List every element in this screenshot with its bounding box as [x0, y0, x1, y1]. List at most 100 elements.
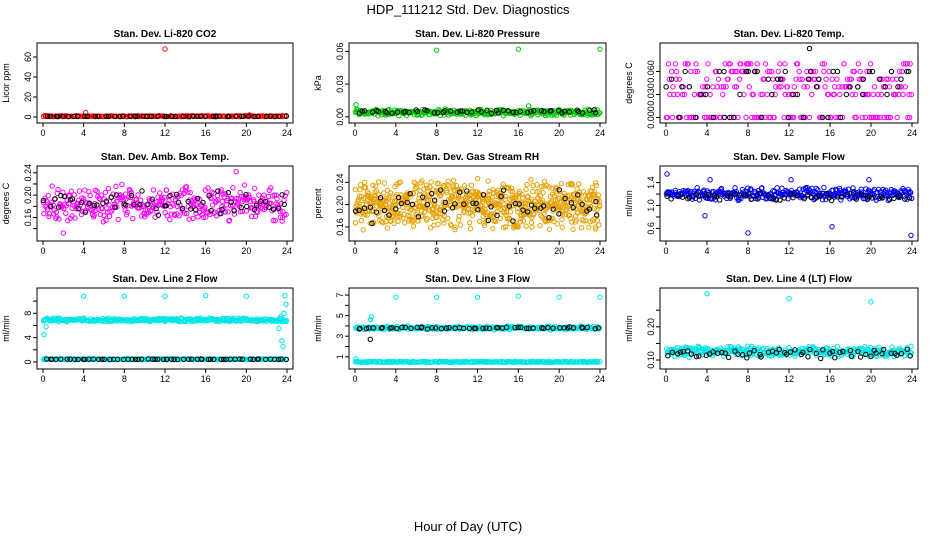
data-point — [243, 208, 250, 214]
x-tick-label: 16 — [201, 128, 211, 138]
hourly-point — [593, 212, 600, 218]
x-tick-label: 12 — [472, 374, 482, 384]
data-point — [450, 177, 457, 184]
data-point — [704, 76, 710, 82]
hourly-point — [820, 347, 826, 353]
hourly-point — [692, 114, 699, 121]
data-point — [485, 178, 491, 184]
hourly-point — [528, 202, 535, 208]
hourly-point — [550, 206, 556, 212]
data-point — [541, 211, 547, 217]
data-point — [597, 46, 603, 52]
hourly-point — [540, 203, 547, 209]
data-point — [457, 222, 464, 228]
data-point — [87, 192, 93, 199]
data-point — [762, 61, 769, 67]
hourly-point — [850, 190, 857, 196]
data-point — [435, 221, 441, 228]
hourly-point — [722, 350, 729, 356]
data-point — [708, 114, 715, 121]
data-point — [850, 185, 856, 191]
hourly-point — [859, 91, 866, 98]
hourly-point — [675, 192, 681, 199]
x-tick-label: 20 — [241, 128, 251, 138]
data-point — [849, 91, 855, 98]
data-point — [595, 192, 602, 198]
data-point — [733, 84, 740, 90]
chart-panel-4: Stan. Dev. Amb. Box Temp. 0 4 8 12 16 20 24 0.16… — [1, 152, 294, 256]
data-point — [230, 185, 236, 191]
hourly-point — [473, 200, 479, 207]
hourly-point — [556, 211, 562, 217]
hourly-point — [524, 109, 531, 116]
data-point — [254, 209, 261, 216]
hourly-point — [90, 356, 96, 362]
data-point — [283, 301, 289, 307]
data-point — [832, 114, 839, 121]
x-tick-label: 8 — [434, 246, 439, 256]
hourly-point — [389, 325, 395, 331]
data-point — [867, 61, 874, 67]
hourly-point — [135, 356, 141, 363]
data-point — [105, 185, 112, 192]
data-point — [891, 353, 897, 360]
data-point — [433, 47, 440, 53]
hourly-point — [244, 203, 250, 210]
data-point — [720, 84, 727, 90]
hourly-point — [95, 356, 102, 362]
data-point — [762, 114, 768, 121]
data-point — [43, 198, 49, 204]
x-tick-label: 12 — [160, 246, 170, 256]
data-point — [202, 204, 208, 211]
data-point — [225, 195, 231, 202]
data-point — [283, 317, 290, 324]
data-point — [530, 182, 536, 189]
plot-frame — [659, 165, 919, 242]
hourly-point — [806, 45, 813, 52]
y-tick-label: 40 — [23, 72, 33, 82]
data-point — [514, 209, 521, 215]
y-tick-label: 8 — [23, 311, 33, 316]
hourly-point — [714, 193, 720, 200]
hourly-point — [420, 194, 426, 200]
figure-title: HDP_111212 Std. Dev. Diagnostics — [366, 2, 570, 17]
hourly-point — [739, 352, 746, 358]
data-point — [44, 206, 50, 212]
hourly-point — [239, 356, 246, 362]
hourly-point — [515, 324, 521, 331]
hourly-point — [52, 196, 58, 202]
x-tick-label: 24 — [282, 246, 292, 256]
y-tick-label: 0.24 — [335, 174, 345, 192]
data-point — [64, 197, 70, 204]
hourly-point — [813, 84, 820, 90]
data-point — [764, 91, 770, 98]
data-point — [413, 181, 419, 187]
hourly-point — [744, 355, 750, 361]
data-point — [188, 201, 194, 207]
x-tick-label: 24 — [282, 374, 292, 384]
hourly-point — [162, 113, 168, 120]
x-tick-label: 24 — [595, 374, 605, 384]
data-point — [353, 356, 359, 362]
data-point — [561, 190, 568, 197]
hourly-point — [882, 84, 888, 90]
data-point — [725, 343, 731, 350]
data-point — [592, 180, 599, 186]
data-points — [352, 293, 603, 366]
hourly-point — [137, 201, 143, 208]
data-point — [424, 185, 430, 191]
hourly-point — [686, 195, 693, 201]
hourly-point — [459, 108, 466, 114]
data-point — [492, 218, 499, 225]
hourly-point — [838, 193, 845, 200]
hourly-point — [777, 197, 783, 203]
data-point — [669, 114, 676, 121]
data-point — [282, 292, 288, 299]
y-axis-label: ml/min — [313, 315, 323, 342]
data-point — [486, 191, 492, 198]
y-tick-label: 0.000 — [646, 106, 656, 129]
data-point — [268, 185, 274, 191]
data-point — [488, 211, 495, 217]
hourly-point — [710, 349, 716, 355]
hourly-point — [696, 353, 702, 359]
